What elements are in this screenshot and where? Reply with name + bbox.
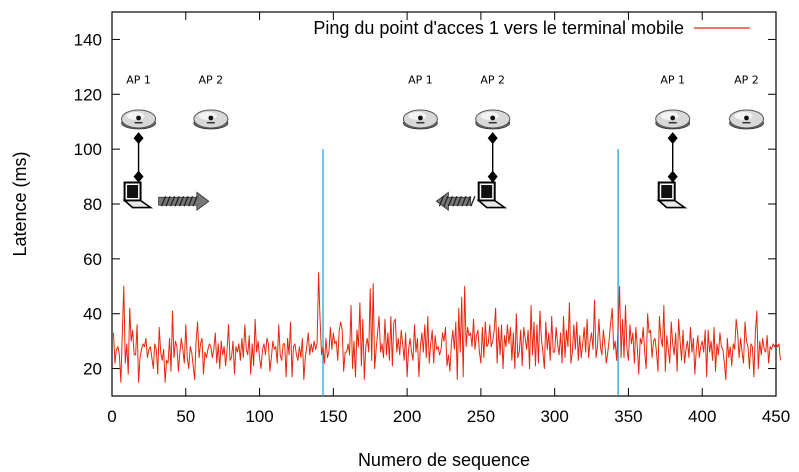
- legend-label: Ping du point d'acces 1 vers le terminal…: [313, 18, 684, 38]
- handover-markers: [322, 149, 619, 396]
- ap1-label: AP 1: [408, 73, 433, 86]
- access-point-icon: [193, 109, 229, 130]
- ap1-label: AP 1: [660, 73, 685, 86]
- x-tick-label: 150: [319, 407, 347, 426]
- y-tick-label: 140: [74, 30, 102, 49]
- access-point-icon: [655, 109, 691, 130]
- x-tick-label: 350: [614, 407, 642, 426]
- series-layer: [112, 272, 781, 383]
- y-tick-label: 60: [83, 250, 102, 269]
- y-tick-label: 20: [83, 360, 102, 379]
- x-tick-label: 450: [762, 407, 790, 426]
- arrow-right-icon: [158, 191, 210, 212]
- access-point-icon: [728, 109, 764, 130]
- access-point-icon: [121, 109, 157, 130]
- ap2-label: AP 2: [734, 73, 759, 86]
- link-node: [133, 170, 144, 183]
- y-axis-title: Latence (ms): [10, 151, 30, 256]
- link-node: [487, 132, 498, 145]
- y-tick-label: 40: [83, 305, 102, 324]
- access-point-icon: [402, 109, 438, 130]
- laptop-icon: [122, 181, 154, 209]
- y-tick-label: 120: [74, 85, 102, 104]
- ap1-label: AP 1: [126, 73, 151, 86]
- laptop-icon: [476, 181, 508, 209]
- topology-annotations: AP 1 AP 2 AP 1 AP 2 AP 1 AP 2: [121, 73, 764, 212]
- x-tick-label: 50: [176, 407, 195, 426]
- arrow-left-icon: [435, 191, 476, 212]
- y-tick-label: 80: [83, 195, 102, 214]
- link-node: [667, 170, 678, 183]
- x-axis-title: Numero de sequence: [358, 450, 530, 470]
- y-tick-label: 100: [74, 140, 102, 159]
- x-tick-label: 200: [393, 407, 421, 426]
- x-tick-label: 300: [540, 407, 568, 426]
- x-tick-label: 100: [245, 407, 273, 426]
- ap2-label: AP 2: [480, 73, 505, 86]
- link-node: [487, 170, 498, 183]
- x-tick-label: 400: [688, 407, 716, 426]
- axes: 0 50 100 150 200 250 300 350 400 450 20 40 60 80 100 12…: [74, 11, 790, 426]
- legend: Ping du point d'acces 1 vers le terminal…: [313, 18, 750, 38]
- x-tick-label: 0: [107, 407, 116, 426]
- link-node: [133, 132, 144, 145]
- access-point-icon: [475, 109, 511, 130]
- laptop-icon: [656, 181, 688, 209]
- series-line: [112, 272, 781, 383]
- ap2-label: AP 2: [199, 73, 224, 86]
- x-tick-label: 250: [467, 407, 495, 426]
- link-node: [667, 132, 678, 145]
